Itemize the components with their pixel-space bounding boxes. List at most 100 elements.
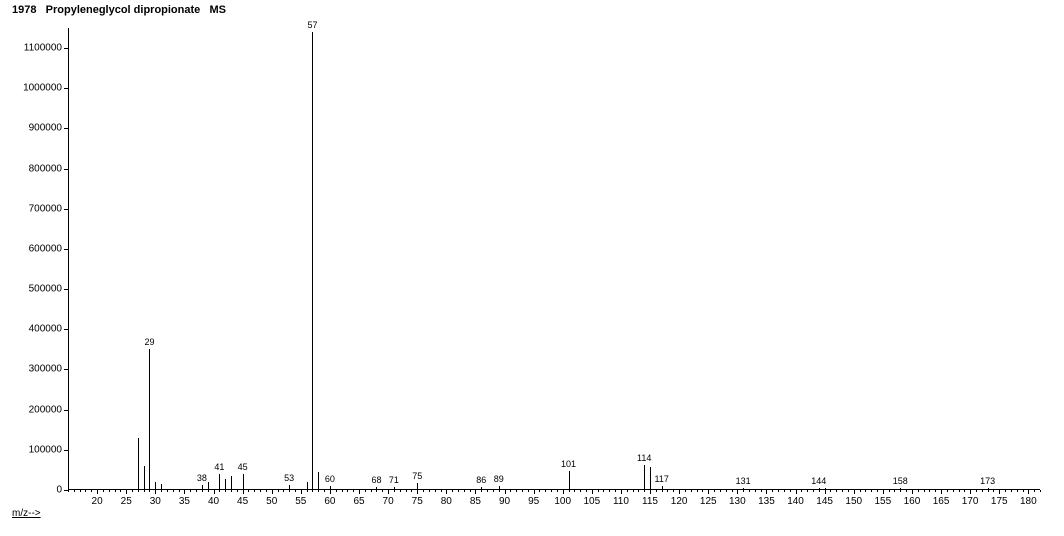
x-minor-tick: [702, 490, 703, 492]
x-minor-tick: [91, 490, 92, 492]
y-tick-label: 900000: [29, 123, 62, 134]
x-minor-tick: [452, 490, 453, 492]
x-tick-label: 145: [816, 496, 833, 507]
x-minor-tick: [964, 490, 965, 492]
x-minor-tick: [411, 490, 412, 492]
spectrum-bar: [138, 438, 139, 490]
x-minor-tick: [382, 490, 383, 492]
x-tick-label: 180: [1020, 496, 1037, 507]
x-tick: [214, 490, 215, 494]
y-tick: [64, 128, 68, 129]
chart-title: 1978 Propyleneglycol dipropionate MS: [12, 4, 226, 16]
x-minor-tick: [149, 490, 150, 492]
spectrum-bar: [289, 485, 290, 490]
spectrum-bar: [825, 488, 826, 490]
peak-label: 45: [238, 462, 248, 472]
x-tick-label: 70: [383, 496, 394, 507]
spectrum-bar: [417, 483, 418, 490]
x-minor-tick: [627, 490, 628, 492]
x-minor-tick: [848, 490, 849, 492]
x-minor-tick: [278, 490, 279, 492]
y-tick: [64, 169, 68, 170]
x-tick: [825, 490, 826, 494]
x-tick-label: 165: [933, 496, 950, 507]
x-tick-label: 25: [121, 496, 132, 507]
x-minor-tick: [691, 490, 692, 492]
y-tick-label: 600000: [29, 243, 62, 254]
x-tick: [417, 490, 418, 494]
spectrum-bar: [499, 486, 500, 490]
x-minor-tick: [988, 490, 989, 492]
peak-label: 68: [371, 475, 381, 485]
x-minor-tick: [778, 490, 779, 492]
x-tick: [330, 490, 331, 494]
peak-label: 117: [654, 474, 668, 484]
x-minor-tick: [464, 490, 465, 492]
x-tick: [126, 490, 127, 494]
x-tick: [679, 490, 680, 494]
x-minor-tick: [161, 490, 162, 492]
x-minor-tick: [260, 490, 261, 492]
spectrum-bar: [662, 486, 663, 490]
spectrum-bar: [394, 487, 395, 490]
x-tick-label: 90: [499, 496, 510, 507]
x-minor-tick: [231, 490, 232, 492]
y-tick: [64, 329, 68, 330]
x-tick: [999, 490, 1000, 494]
x-tick-label: 55: [295, 496, 306, 507]
x-tick: [621, 490, 622, 494]
peak-label: 131: [736, 476, 751, 486]
x-minor-tick: [376, 490, 377, 492]
x-minor-tick: [784, 490, 785, 492]
x-minor-tick: [929, 490, 930, 492]
x-tick-label: 95: [528, 496, 539, 507]
x-minor-tick: [493, 490, 494, 492]
x-tick: [534, 490, 535, 494]
x-minor-tick: [953, 490, 954, 492]
x-minor-tick: [982, 490, 983, 492]
x-minor-tick: [190, 490, 191, 492]
x-tick: [243, 490, 244, 494]
x-minor-tick: [254, 490, 255, 492]
x-minor-tick: [120, 490, 121, 492]
y-tick-label: 300000: [29, 364, 62, 375]
peak-label: 86: [476, 475, 486, 485]
x-minor-tick: [528, 490, 529, 492]
peak-label: 60: [325, 474, 335, 484]
spectrum-bar: [219, 474, 220, 490]
x-minor-tick: [976, 490, 977, 492]
spectrum-bar: [231, 476, 232, 490]
x-tick-label: 20: [92, 496, 103, 507]
peak-label: 53: [284, 473, 294, 483]
x-minor-tick: [225, 490, 226, 492]
x-minor-tick: [138, 490, 139, 492]
x-minor-tick: [749, 490, 750, 492]
x-tick: [301, 490, 302, 494]
y-tick-label: 700000: [29, 203, 62, 214]
x-minor-tick: [772, 490, 773, 492]
x-minor-tick: [1017, 490, 1018, 492]
x-tick-label: 140: [787, 496, 804, 507]
x-minor-tick: [312, 490, 313, 492]
x-minor-tick: [429, 490, 430, 492]
x-tick: [796, 490, 797, 494]
x-minor-tick: [109, 490, 110, 492]
x-tick: [184, 490, 185, 494]
y-tick: [64, 209, 68, 210]
x-minor-tick: [889, 490, 890, 492]
y-tick-label: 100000: [29, 444, 62, 455]
y-tick: [64, 249, 68, 250]
x-minor-tick: [959, 490, 960, 492]
peak-label: 101: [561, 459, 576, 469]
spectrum-bar: [569, 471, 570, 490]
x-tick: [563, 490, 564, 494]
x-tick: [155, 490, 156, 494]
x-minor-tick: [877, 490, 878, 492]
spectrum-bar: [202, 485, 203, 490]
x-tick: [708, 490, 709, 494]
x-minor-tick: [208, 490, 209, 492]
x-minor-tick: [470, 490, 471, 492]
x-minor-tick: [603, 490, 604, 492]
x-minor-tick: [441, 490, 442, 492]
x-tick-label: 80: [441, 496, 452, 507]
